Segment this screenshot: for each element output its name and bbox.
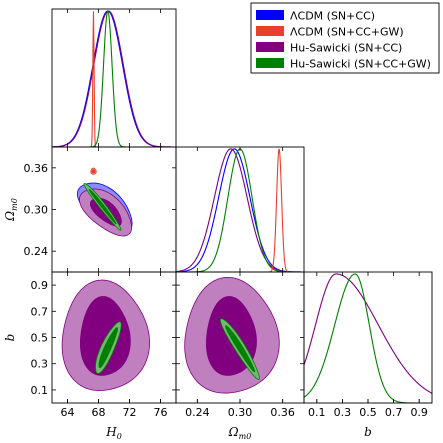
legend-swatch-cdm-sn-cc-gw — [256, 26, 284, 36]
panel-frame — [303, 271, 433, 404]
legend-swatch-hu-sawicki-sn-cc — [256, 42, 284, 52]
axis-label-h0: H0 — [105, 425, 122, 441]
x-tick-label-h0: 64 — [61, 406, 75, 419]
marginal-curve-hu-sawicki-sn-cc-gw — [303, 273, 432, 404]
axis-label-omega-m0: Ωm0 — [228, 425, 252, 441]
marginal-curve-hu-sawicki-sn-cc — [303, 273, 433, 394]
y-tick-label-b: 0.5 — [31, 332, 49, 345]
y-tick-label-omega-m0: 0.30 — [24, 204, 49, 217]
legend-label-hu-sawicki-sn-cc-gw: Hu-Sawicki (SN+CC+GW) — [290, 58, 431, 71]
contour-inner-hu-sawicki-sn-cc-gw — [88, 188, 117, 225]
legend-label-hu-sawicki-sn-cc: Hu-Sawicki (SN+CC) — [290, 42, 402, 55]
x-tick-label-h0: 68 — [92, 406, 106, 419]
contours-omega-m0-b — [184, 276, 280, 394]
axis-label-b: b — [3, 334, 17, 342]
x-tick-label-b: 0.9 — [410, 406, 428, 419]
legend: ΛCDM (SN+CC) ΛCDM (SN+CC+GW) Hu-Sawicki (S… — [250, 2, 440, 74]
y-tick-label-omega-m0: 0.36 — [24, 162, 49, 175]
x-tick-label-omega-m0: 0.36 — [270, 406, 295, 419]
contours-h0-omega-m0 — [76, 167, 133, 237]
legend-label-cdm-sn-cc-gw: ΛCDM (SN+CC+GW) — [290, 26, 404, 39]
marginal-curve-cdm-sn-cc — [51, 10, 176, 148]
marginal-curve-hu-sawicki-sn-cc — [175, 148, 304, 273]
x-tick-label-h0: 72 — [123, 406, 137, 419]
panel-frame — [51, 8, 177, 148]
y-tick-label-b: 0.7 — [31, 305, 49, 318]
x-tick-label-b: 0.7 — [385, 406, 403, 419]
axis-label-b: b — [364, 425, 372, 439]
y-tick-label-omega-m0: 0.24 — [24, 245, 49, 258]
x-tick-label-b: 0.5 — [359, 406, 377, 419]
legend-swatch-cdm-sn-cc — [256, 10, 284, 20]
x-tick-label-b: 0.3 — [334, 406, 352, 419]
marginal-curve-hu-sawicki-sn-cc-gw — [52, 9, 176, 148]
marginal-b — [303, 271, 433, 404]
x-tick-label-omega-m0: 0.30 — [228, 406, 253, 419]
legend-label-cdm-sn-cc: ΛCDM (SN+CC) — [290, 10, 375, 23]
marginal-curve-cdm-sn-cc-gw — [52, 11, 176, 148]
contour-inner-hu-sawicki-sn-cc-gw — [98, 327, 118, 369]
y-tick-label-b: 0.3 — [31, 358, 49, 371]
x-tick-label-h0: 76 — [154, 406, 168, 419]
y-tick-label-b: 0.1 — [31, 384, 49, 397]
marginal-curve-hu-sawicki-sn-cc — [51, 10, 176, 148]
y-tick-label-b: 0.9 — [31, 279, 49, 292]
marginal-omega-m0 — [175, 146, 305, 273]
contours-h0-b — [61, 279, 150, 391]
axis-label-omega-m0: Ωm0 — [3, 198, 19, 222]
contour-inner-hu-sawicki-sn-cc-gw — [225, 325, 256, 373]
x-tick-label-b: 0.1 — [308, 406, 326, 419]
x-tick-label-omega-m0: 0.24 — [185, 406, 210, 419]
marginal-h0 — [51, 8, 177, 148]
contour-inner-hu-sawicki-sn-cc — [79, 296, 131, 376]
legend-swatch-hu-sawicki-sn-cc-gw — [256, 58, 284, 68]
contour-inner-cdm-sn-cc-gw — [91, 169, 96, 174]
